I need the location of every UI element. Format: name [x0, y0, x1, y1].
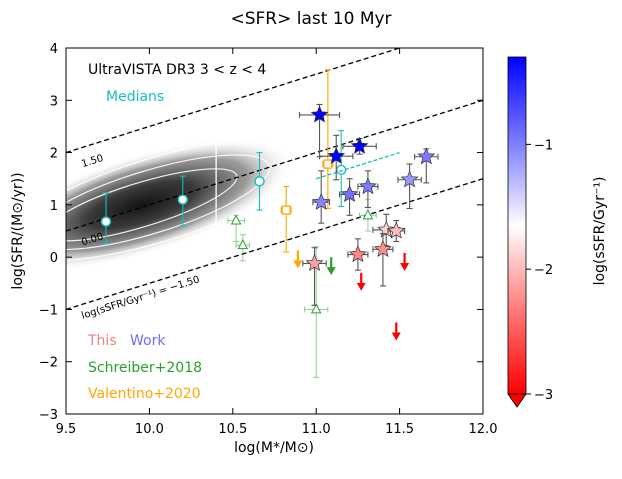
- this-work-point: [350, 136, 369, 154]
- this-work-point: [312, 192, 331, 210]
- schreiber2018-upper-limit-head: [326, 267, 336, 276]
- x-axis: 9.5 10.0 10.5 11.0 11.5 12.0: [56, 48, 498, 437]
- schreiber2018-point: [237, 239, 249, 250]
- x-tick-label: 10.0: [135, 422, 164, 437]
- this-work-point: [373, 239, 392, 257]
- valentino2020-upper-limit-head: [293, 260, 303, 269]
- plot-frame: [65, 47, 484, 415]
- plot-area: [66, 48, 483, 378]
- density-map: [66, 138, 294, 272]
- valentino2020-point: [281, 205, 291, 215]
- x-tick-label: 11.0: [302, 422, 331, 437]
- this-work-upper-limit-head: [400, 262, 410, 271]
- colorbar-tick-label: −1: [534, 138, 553, 153]
- colorbar: −1 −2 −3 log(sSFR/Gyr⁻¹): [507, 56, 608, 408]
- this-work-upper-limit-head: [356, 282, 366, 291]
- density-contour: [66, 154, 270, 251]
- legend-schreiber2018: Schreiber+2018: [88, 360, 202, 376]
- this-work-point: [377, 220, 396, 238]
- chart-title: <SFR> last 10 Myr: [230, 9, 391, 29]
- colorbar-gradient: [507, 56, 527, 395]
- y-tick-label: 0: [50, 251, 58, 266]
- this-work-point: [305, 253, 324, 272]
- this-work-point: [387, 221, 406, 239]
- this-work-point: [358, 177, 377, 195]
- valentino2020-point: [323, 159, 333, 169]
- y-tick-label: −1: [39, 303, 58, 318]
- legend-this: This: [87, 333, 117, 349]
- y-tick-label: 3: [50, 94, 58, 109]
- density-contour: [66, 168, 238, 242]
- ssfr-lines: [66, 48, 483, 311]
- colorbar-extend-arrow: [507, 393, 527, 408]
- x-tick-label: 9.5: [56, 422, 77, 437]
- median-point: [177, 194, 189, 205]
- y-tick-label: −2: [39, 356, 58, 371]
- colorbar-tick-label: −3: [534, 388, 553, 403]
- legend-valentino2020: Valentino+2020: [88, 386, 201, 402]
- ssfr-line: [66, 99, 483, 232]
- legend-work: Work: [130, 333, 166, 349]
- this-work-point: [327, 146, 346, 164]
- colorbar-label: log(sSFR/Gyr⁻¹): [592, 177, 608, 286]
- ssfr-line-label: log(sSFR/Gyr⁻¹) = −1.50: [80, 274, 201, 321]
- ssfr-line: [66, 178, 483, 311]
- this-work-upper-limit-head: [391, 332, 401, 341]
- median-point: [100, 216, 112, 227]
- y-axis-label: log(SFR/(M⊙/yr)): [10, 172, 26, 289]
- this-work-point: [417, 147, 436, 165]
- y-axis: −3 −2 −1 0 1 2 3 4: [39, 42, 483, 423]
- medians-legend: Medians: [106, 89, 164, 105]
- y-tick-label: 2: [50, 147, 58, 162]
- this-work-point: [340, 184, 359, 203]
- ssfr-line: [66, 48, 402, 154]
- schreiber2018-point: [230, 214, 242, 225]
- x-tick-label: 10.5: [218, 422, 247, 437]
- this-work-point: [400, 170, 419, 188]
- x-tick-label: 11.5: [385, 422, 414, 437]
- data-marks: [100, 69, 439, 378]
- median-point: [335, 164, 347, 176]
- y-tick-label: 4: [50, 42, 58, 57]
- schreiber2018-point: [362, 209, 374, 220]
- colorbar-ticks: −1 −2 −3: [526, 138, 553, 403]
- schreiber2018-point: [310, 303, 322, 314]
- this-work-point: [310, 105, 329, 123]
- this-work-point: [348, 245, 367, 263]
- density-contour: [66, 137, 311, 262]
- x-axis-label: log(M*/M⊙): [234, 440, 314, 456]
- median-fit-line: [316, 151, 400, 180]
- colorbar-tick-label: −2: [534, 263, 553, 278]
- y-tick-label: 1: [50, 199, 58, 214]
- x-tick-label: 12.0: [469, 422, 498, 437]
- y-tick-label: −3: [39, 408, 58, 423]
- median-point: [254, 176, 265, 187]
- survey-label: UltraVISTA DR3 3 < z < 4: [88, 62, 266, 78]
